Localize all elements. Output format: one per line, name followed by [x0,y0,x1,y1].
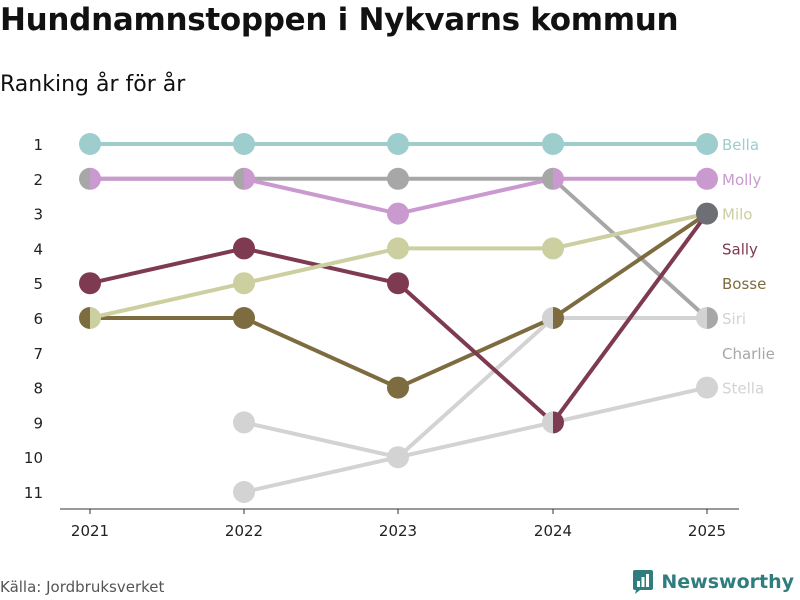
brand-logo: Newsworthy [631,569,794,595]
point-charlie-2023 [387,167,409,190]
point-bella-2024 [542,133,564,155]
point-siri-2024 [542,307,553,329]
y-tick-label-3: 3 [33,206,43,224]
y-tick-label-4: 4 [33,240,43,258]
point-milo-2023 [387,237,409,260]
ranking-chart: 1 2 3 4 5 6 7 8 9 10 11 2021 2022 2023 2024 2025 Bella Mo… [24,133,775,540]
point-bella-2022 [233,133,255,155]
point-molly-2022 [244,167,255,190]
point-siri-2025 [696,307,707,329]
brand-name: Newsworthy [661,571,794,593]
source-note: Källa: Jordbruksverket [0,578,165,596]
point-milo-2022 [233,272,255,295]
point-sally-2023 [387,272,409,295]
point-milo-2024 [542,237,564,260]
point-charlie-2025 [707,307,718,329]
point-shared-bosse-sally-milo-2025 [696,202,718,225]
y-tick-label-7: 7 [33,345,43,363]
point-stella-2023 [387,446,398,469]
point-charlie-2024 [542,167,553,190]
point-bosse-2022 [233,307,255,329]
point-molly-2024 [553,167,564,190]
x-tick-label-2022: 2022 [225,522,263,540]
end-label-milo: Milo [722,206,752,224]
end-label-charlie: Charlie [722,345,775,363]
y-tick-label-2: 2 [33,171,43,189]
point-molly-2023 [387,202,409,225]
chart-subtitle: Ranking år för år [0,72,186,97]
series-line-siri [242,316,709,460]
point-milo-2021 [90,307,101,329]
y-tick-label-9: 9 [33,414,43,432]
newsworthy-logo-icon [633,570,654,594]
point-stella-2024 [542,411,553,434]
x-tick-label-2023: 2023 [379,522,417,540]
y-tick-label-11: 11 [24,484,43,502]
end-label-molly: Molly [722,171,761,189]
x-tick-label-2025: 2025 [688,522,726,540]
point-charlie-2022 [233,167,244,190]
x-tick-label-2024: 2024 [534,522,572,540]
point-stella-2025 [696,376,718,399]
end-label-sally: Sally [722,240,758,258]
y-tick-label-6: 6 [33,310,43,328]
y-tick-label-10: 10 [24,449,43,467]
point-bosse-2021 [79,307,90,329]
point-siri-2022 [233,411,255,434]
point-sally-2021 [79,272,101,295]
point-bosse-2023 [387,376,409,399]
point-bella-2021 [79,133,101,155]
point-bella-2025 [696,133,718,155]
point-charlie-2021 [79,167,90,190]
series-line-stella [242,385,709,494]
point-stella-2022 [233,481,255,503]
end-label-bella: Bella [722,136,759,154]
point-sally-2024 [553,411,564,434]
y-tick-label-8: 8 [33,380,43,398]
x-tick-label-2021: 2021 [71,522,109,540]
point-molly-2021 [90,167,101,190]
chart-title: Hundnamnstoppen i Nykvarns kommun [0,2,679,38]
end-label-siri: Siri [722,310,746,328]
series-line-milo [88,211,709,320]
point-siri-2023 [398,446,410,469]
point-bella-2023 [387,133,409,155]
point-bosse-2024 [553,307,564,329]
end-label-bosse: Bosse [722,275,766,293]
end-label-stella: Stella [722,380,764,398]
y-tick-label-1: 1 [33,136,43,154]
point-sally-2022 [233,237,255,260]
point-molly-2025 [696,167,718,190]
y-tick-label-5: 5 [33,275,43,293]
